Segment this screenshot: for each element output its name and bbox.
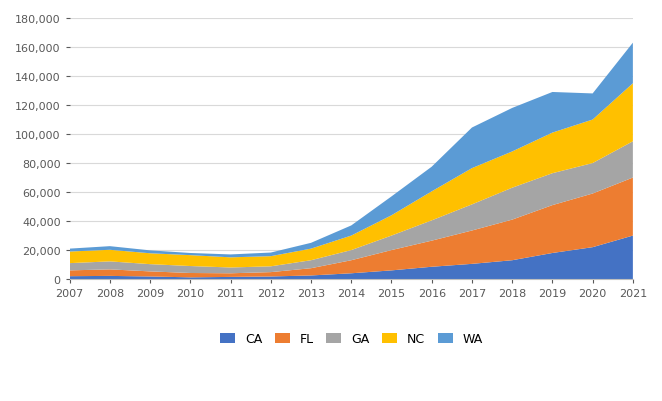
Legend: CA, FL, GA, NC, WA: CA, FL, GA, NC, WA (214, 327, 488, 350)
